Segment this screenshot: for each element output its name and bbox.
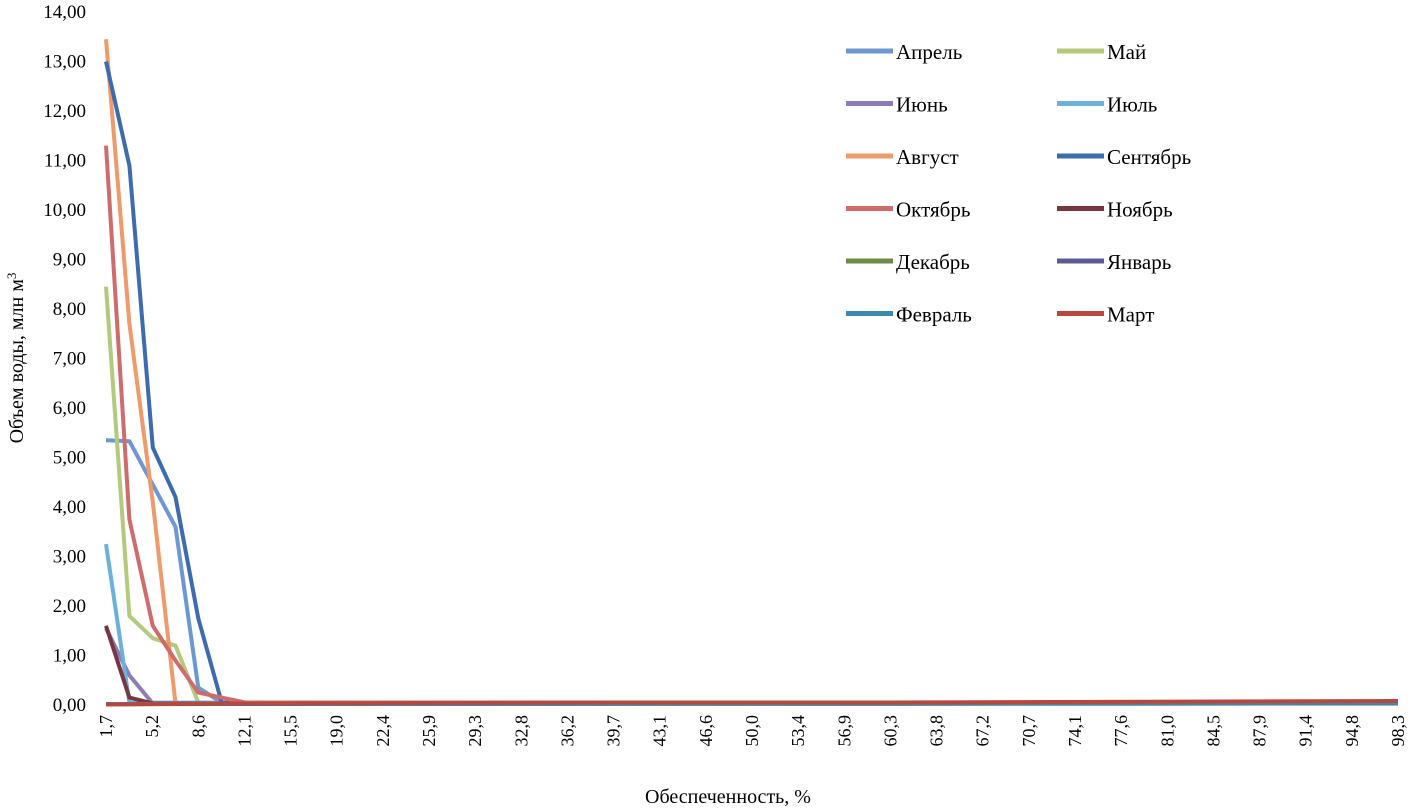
- x-tick-label: 53,4: [788, 715, 808, 747]
- series-lines: [104, 39, 1399, 707]
- x-tick-label: 19,0: [327, 715, 347, 747]
- legend-label: Июль: [1107, 93, 1157, 117]
- legend-label: Март: [1107, 303, 1154, 327]
- series-line-6: [104, 61, 1398, 706]
- legend-label: Июнь: [896, 93, 948, 117]
- x-tick-label: 56,9: [834, 715, 854, 747]
- x-tick-label: 74,1: [1065, 715, 1085, 747]
- y-tick-label: 12,00: [43, 101, 86, 122]
- y-tick-label: 10,00: [43, 200, 86, 221]
- y-tick-label: 5,00: [53, 448, 86, 469]
- legend-label: Август: [896, 145, 959, 169]
- y-tick-label: 14,00: [43, 2, 86, 23]
- x-tick-label: 91,4: [1296, 715, 1316, 747]
- x-axis-title: Обеспеченность, %: [645, 786, 811, 808]
- y-tick-label: 7,00: [53, 349, 86, 370]
- legend: Апрель Май Июнь Июль Август Сентябрь Октябрь Но…: [846, 40, 1191, 327]
- series-line-2: [104, 286, 1398, 706]
- y-axis-tick-labels: 0,00 1,00 2,00 3,00 4,00 5,00 6,00 7,00 8,00 9,00…: [43, 2, 86, 716]
- x-tick-label: 67,2: [973, 715, 993, 747]
- legend-label: Май: [1107, 40, 1146, 64]
- x-tick-label: 70,7: [1019, 715, 1039, 747]
- x-tick-label: 98,3: [1388, 715, 1408, 747]
- x-tick-label: 29,3: [465, 715, 485, 747]
- legend-label: Сентябрь: [1107, 145, 1191, 169]
- y-tick-label: 2,00: [53, 596, 86, 617]
- x-tick-label: 94,8: [1342, 715, 1362, 747]
- x-tick-label: 8,6: [188, 715, 208, 738]
- series-line-7: [104, 145, 1398, 705]
- x-tick-label: 25,9: [419, 715, 439, 747]
- y-tick-label: 0,00: [53, 695, 86, 716]
- legend-label: Январь: [1107, 250, 1171, 274]
- series-line-5: [104, 39, 1398, 706]
- y-tick-label: 1,00: [53, 646, 86, 667]
- legend-label: Февраль: [896, 303, 972, 327]
- y-axis-title: Объем воды, млн м3: [4, 273, 28, 444]
- x-tick-label: 81,0: [1157, 715, 1177, 747]
- series-line-8: [104, 625, 1398, 706]
- legend-label: Апрель: [896, 40, 962, 64]
- y-tick-label: 11,00: [44, 151, 86, 172]
- y-tick-label: 9,00: [53, 250, 86, 271]
- series-line-4: [104, 543, 1399, 706]
- x-tick-label: 5,2: [142, 715, 162, 738]
- y-tick-label: 4,00: [53, 497, 86, 518]
- legend-label: Ноябрь: [1107, 198, 1173, 222]
- x-tick-label: 63,8: [927, 715, 947, 747]
- x-tick-label: 22,4: [373, 715, 393, 747]
- x-tick-label: 12,1: [234, 715, 254, 747]
- y-axis-title-superscript: 3: [4, 273, 19, 280]
- series-line-3: [104, 627, 1398, 706]
- x-axis-tick-labels: 1,7 5,2 8,6 12,1 15,5 19,0 22,4 25,9 29,3 32,8 36,…: [96, 715, 1408, 747]
- x-tick-label: 36,2: [557, 715, 577, 747]
- x-tick-label: 87,9: [1250, 715, 1270, 747]
- x-tick-label: 50,0: [742, 715, 762, 747]
- x-tick-label: 39,7: [604, 715, 624, 747]
- series-line-12: [105, 699, 1399, 707]
- x-tick-label: 15,5: [281, 715, 301, 747]
- y-tick-label: 6,00: [53, 398, 86, 419]
- y-tick-label: 13,00: [43, 52, 86, 73]
- series-line-1: [105, 438, 1398, 706]
- x-tick-label: 32,8: [511, 715, 531, 747]
- y-tick-label: 3,00: [53, 547, 86, 568]
- x-tick-label: 77,6: [1111, 715, 1131, 747]
- x-tick-label: 43,1: [650, 715, 670, 747]
- x-tick-label: 60,3: [880, 715, 900, 747]
- x-tick-label: 84,5: [1203, 715, 1223, 747]
- y-axis-title-text: Объем воды, млн м: [6, 279, 28, 444]
- x-tick-label: 1,7: [96, 715, 116, 738]
- x-tick-label: 46,6: [696, 715, 716, 747]
- legend-label: Октябрь: [896, 198, 970, 222]
- legend-label: Декабрь: [896, 250, 970, 274]
- y-tick-label: 8,00: [53, 299, 86, 320]
